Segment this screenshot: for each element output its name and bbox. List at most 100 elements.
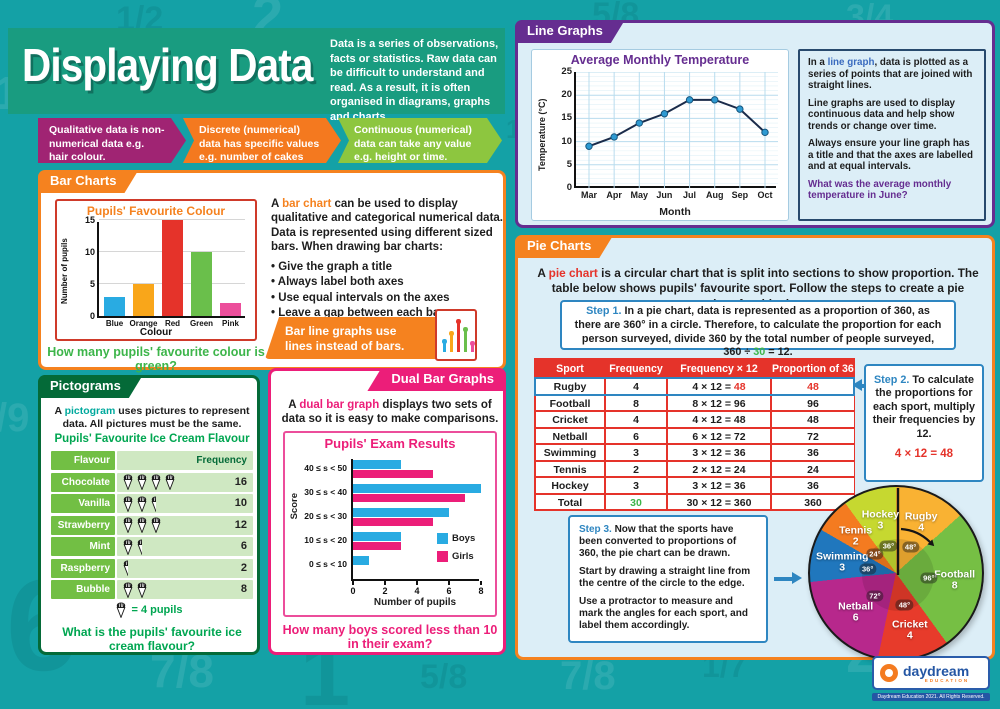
frequency-value: 2 xyxy=(240,561,247,574)
boys-bar xyxy=(353,532,401,541)
calc-text: 8 × 12 = 96 xyxy=(692,397,746,410)
continuous-text: can take any value e.g. height or time. xyxy=(354,137,472,164)
line-chart-title: Average Monthly Temperature xyxy=(570,53,750,67)
calculation-cell: 4 × 12 = 48 xyxy=(667,411,771,428)
calc-text: 30 × 12 = 360 xyxy=(686,496,752,509)
boys-bar xyxy=(353,508,449,517)
discrete-text: has specific values e.g. number of cakes… xyxy=(199,137,320,164)
flavour-column-header: Flavour xyxy=(51,451,115,470)
bar-charts-header: Bar Charts xyxy=(38,170,138,193)
qualitative-text: is non-numerical data e.g. hair colour. xyxy=(49,124,165,164)
logo-words: daydream EDUCATION xyxy=(903,664,969,683)
ice-cream-icon xyxy=(164,474,176,491)
bar-group xyxy=(353,484,481,504)
bar-group xyxy=(353,508,479,528)
calc-text: 2 × 12 = 24 xyxy=(692,463,746,476)
pie-angle-label: 24° xyxy=(866,548,884,560)
y-tick-label: 5 xyxy=(566,158,572,170)
line-paragraph-2: Line graphs are used to display continuo… xyxy=(808,97,955,132)
sport-cell: Hockey xyxy=(535,477,605,494)
pictogram-row: Mint 6 xyxy=(51,537,253,556)
proportion-cell: 48 xyxy=(771,411,855,428)
pie-slice-label-cricket: Cricket 4 xyxy=(892,618,928,642)
gridline xyxy=(99,219,245,220)
bar-line-icon-line xyxy=(449,331,453,352)
table-row-tennis: Tennis 2 2 × 12 = 24 24 xyxy=(535,460,855,477)
dual-bar-keyword: dual bar graph xyxy=(299,399,380,411)
month-label: May xyxy=(630,190,649,200)
desc-pre: A xyxy=(271,198,283,210)
girls-bar xyxy=(353,541,401,550)
bar-orange xyxy=(133,284,154,316)
data-point-jul xyxy=(685,96,694,104)
pie-slice-label-hockey: Hockey 3 xyxy=(861,508,900,532)
ice-cream-icon xyxy=(136,517,148,534)
data-point-sep xyxy=(736,105,744,113)
frequency-value: 8 xyxy=(240,583,247,595)
pie-slice-label-football: Football 8 xyxy=(934,568,976,592)
pie-angle-label: 48° xyxy=(895,599,914,611)
frequency-cell: 4 xyxy=(605,411,667,428)
x-tick-label: 6 xyxy=(446,586,452,596)
frequency-cell: 2 xyxy=(605,460,667,477)
boys-label: Boys xyxy=(452,533,476,544)
x-category-label: Orange xyxy=(129,319,158,328)
favourite-sport-pie-chart: Rugby 4 48° Football 8 96° Cricket 4 48° Netba… xyxy=(808,485,984,661)
bar-chart-title: Pupils' Favourite Colour xyxy=(86,204,226,218)
step-3-paragraph-3: Use a protractor to measure and mark the… xyxy=(579,596,748,631)
pict-pre: A xyxy=(54,405,65,417)
calc-text: 4 × 12 = xyxy=(692,381,734,393)
pie-angle-label: 36° xyxy=(879,540,898,552)
bar-chart-bullet: Always label both axes xyxy=(271,275,503,291)
calc-result: 48 xyxy=(733,381,746,393)
line-graphs-header: Line Graphs xyxy=(515,20,625,43)
table-row-total: Total 30 30 × 12 = 360 360 xyxy=(535,493,855,510)
data-point-mar xyxy=(585,142,593,150)
proportion-cell: 48 xyxy=(771,378,855,395)
proportion-cell: 72 xyxy=(771,427,855,444)
pictogram-question: What is the pupils' favourite ice cream … xyxy=(62,625,242,654)
boys-bar xyxy=(353,556,369,565)
dual-pre: A xyxy=(288,399,300,411)
calc-text: 3 × 12 = 36 xyxy=(692,447,746,459)
pie-angle-label: 72° xyxy=(866,590,884,602)
favourite-colour-chart: Pupils' Favourite Colour Number of pupil… xyxy=(55,199,257,341)
pie-slice-label-netball: Netball 6 xyxy=(838,600,874,625)
half-ice-cream-icon xyxy=(150,496,156,512)
daydream-logo-icon xyxy=(880,664,898,682)
step-1-text: In a pie chart, data is represented as a… xyxy=(574,305,942,359)
bar-chart-bullet: Use equal intervals on the axes xyxy=(271,291,503,307)
score-range-label: 20 ≤ s < 30 xyxy=(304,511,347,521)
table-header-row: Sport Frequency Frequency × 12 Proportion o… xyxy=(535,359,855,378)
step-3-paragraph-1: Step 3. Now that the sports have been co… xyxy=(579,524,757,560)
pie-arrow-icon xyxy=(792,572,802,584)
qualitative-keyword: Qualitative data xyxy=(49,124,128,136)
flavour-label: Mint xyxy=(51,537,115,556)
frequency-cell: 8 xyxy=(605,394,667,411)
x-tick-label: 0 xyxy=(350,586,356,596)
pie-pre: A xyxy=(537,266,549,280)
step-1-end: = 12. xyxy=(765,346,793,359)
pie-charts-panel: Pie Charts A pie chart is a circular cha… xyxy=(515,235,995,661)
calculation-cell: 4 × 12 = 48 xyxy=(667,378,771,395)
pictogram-value-cell: 16 xyxy=(117,472,253,492)
y-tick-label: 0 xyxy=(566,182,572,193)
watermark-number: 7/8 xyxy=(560,654,616,698)
x-tick-label: 8 xyxy=(478,586,484,596)
step-3-box: Step 3. Now that the sports have been co… xyxy=(568,515,768,643)
step-1-label: Step 1. xyxy=(586,305,622,317)
x-tick-mark xyxy=(384,581,386,585)
ice-cream-icon xyxy=(136,582,148,599)
pictograms-header: Pictograms xyxy=(38,375,143,398)
dual-bar-graphs-panel: Dual Bar Graphs A dual bar graph display… xyxy=(268,368,506,655)
step-2-box: Step 2. To calculate the proportions for… xyxy=(864,364,984,482)
ice-cream-icon xyxy=(122,474,134,491)
y-tick-label: 20 xyxy=(561,89,572,101)
proportion-cell: 36 xyxy=(771,477,855,494)
calculation-cell: 30 × 12 = 360 xyxy=(667,493,771,510)
cone-icons xyxy=(122,560,130,576)
ice-cream-icon xyxy=(122,582,134,599)
pictogram-value-cell: 6 xyxy=(117,537,253,556)
watermark-number: 5/8 xyxy=(420,658,468,696)
